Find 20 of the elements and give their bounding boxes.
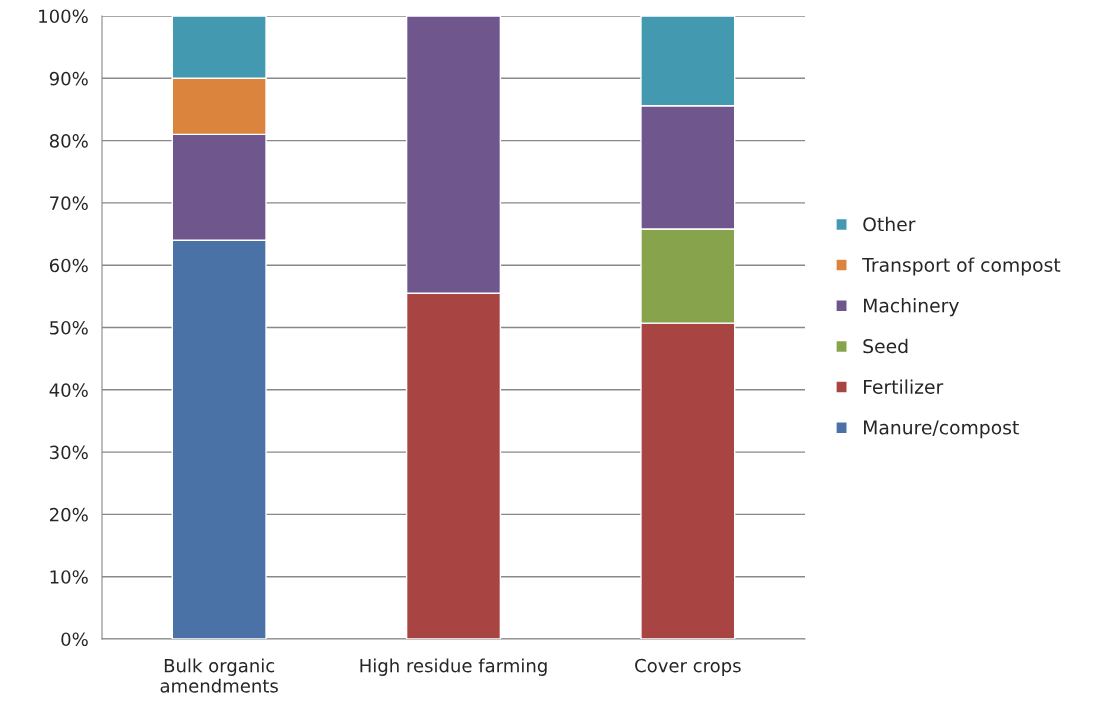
y-tick-label: 70%	[50, 196, 88, 211]
legend-label: Fertilizer	[864, 379, 944, 394]
y-tick-label: 60%	[49, 258, 88, 273]
y-tick-label: 30%	[50, 445, 88, 460]
legend-label: Seed	[863, 338, 908, 354]
y-tick-label: 80%	[49, 134, 88, 148]
y-tick-label: 20%	[50, 507, 88, 522]
y-tick-label: 0%	[61, 632, 88, 647]
legend-label: Machinery	[864, 298, 959, 317]
legend-label: Transport of compost	[862, 257, 1061, 276]
legend-label: Manure/compost	[864, 420, 1019, 439]
x-tick-label: High residue farming	[360, 658, 547, 676]
legend-label: Other	[863, 216, 916, 232]
y-tick-label: 90%	[49, 71, 88, 86]
x-tick-label: Bulk organic amendments	[160, 658, 278, 693]
y-tick-label: 40%	[49, 383, 88, 397]
x-tick-label: Cover crops	[635, 658, 741, 676]
y-tick-label: 100%	[39, 9, 88, 24]
y-tick-label: 50%	[50, 320, 88, 335]
y-tick-label: 10%	[50, 570, 88, 584]
